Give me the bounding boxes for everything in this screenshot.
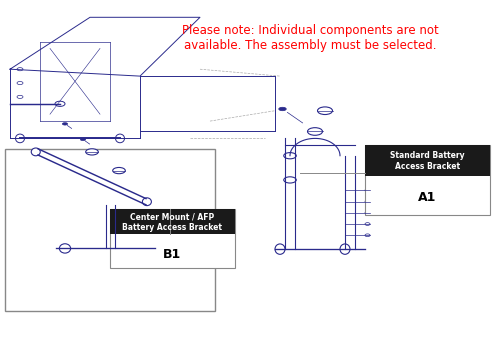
Text: A1: A1 [418, 191, 436, 204]
Ellipse shape [365, 211, 370, 214]
Bar [110, 209, 235, 268]
Ellipse shape [142, 198, 152, 206]
Bar [5, 149, 215, 311]
Ellipse shape [340, 244, 350, 254]
Ellipse shape [17, 95, 23, 98]
Text: Standard Battery
Access Bracket: Standard Battery Access Bracket [390, 151, 465, 171]
Ellipse shape [308, 128, 322, 135]
Bar [365, 145, 490, 215]
Ellipse shape [365, 189, 370, 192]
Text: B1: B1 [164, 248, 182, 261]
Ellipse shape [55, 101, 65, 107]
Ellipse shape [284, 153, 296, 159]
Text: Center Mount / AFP
Battery Access Bracket: Center Mount / AFP Battery Access Bracke… [122, 212, 222, 232]
Ellipse shape [279, 107, 286, 111]
Ellipse shape [60, 244, 70, 253]
Ellipse shape [365, 200, 370, 203]
Ellipse shape [31, 148, 40, 156]
Ellipse shape [17, 68, 23, 71]
Ellipse shape [365, 234, 370, 237]
Ellipse shape [284, 177, 296, 183]
Text: Please note: Individual components are not
available. The assembly must be selec: Please note: Individual components are n… [182, 24, 438, 52]
Ellipse shape [116, 134, 124, 143]
Ellipse shape [275, 244, 285, 254]
Ellipse shape [17, 82, 23, 85]
Ellipse shape [365, 223, 370, 226]
Ellipse shape [132, 244, 142, 253]
Ellipse shape [16, 134, 24, 143]
Bar [110, 209, 235, 234]
Ellipse shape [318, 107, 332, 115]
Ellipse shape [112, 167, 126, 174]
Ellipse shape [62, 122, 68, 125]
Bar [365, 145, 490, 176]
Ellipse shape [86, 149, 98, 155]
Ellipse shape [80, 138, 86, 141]
